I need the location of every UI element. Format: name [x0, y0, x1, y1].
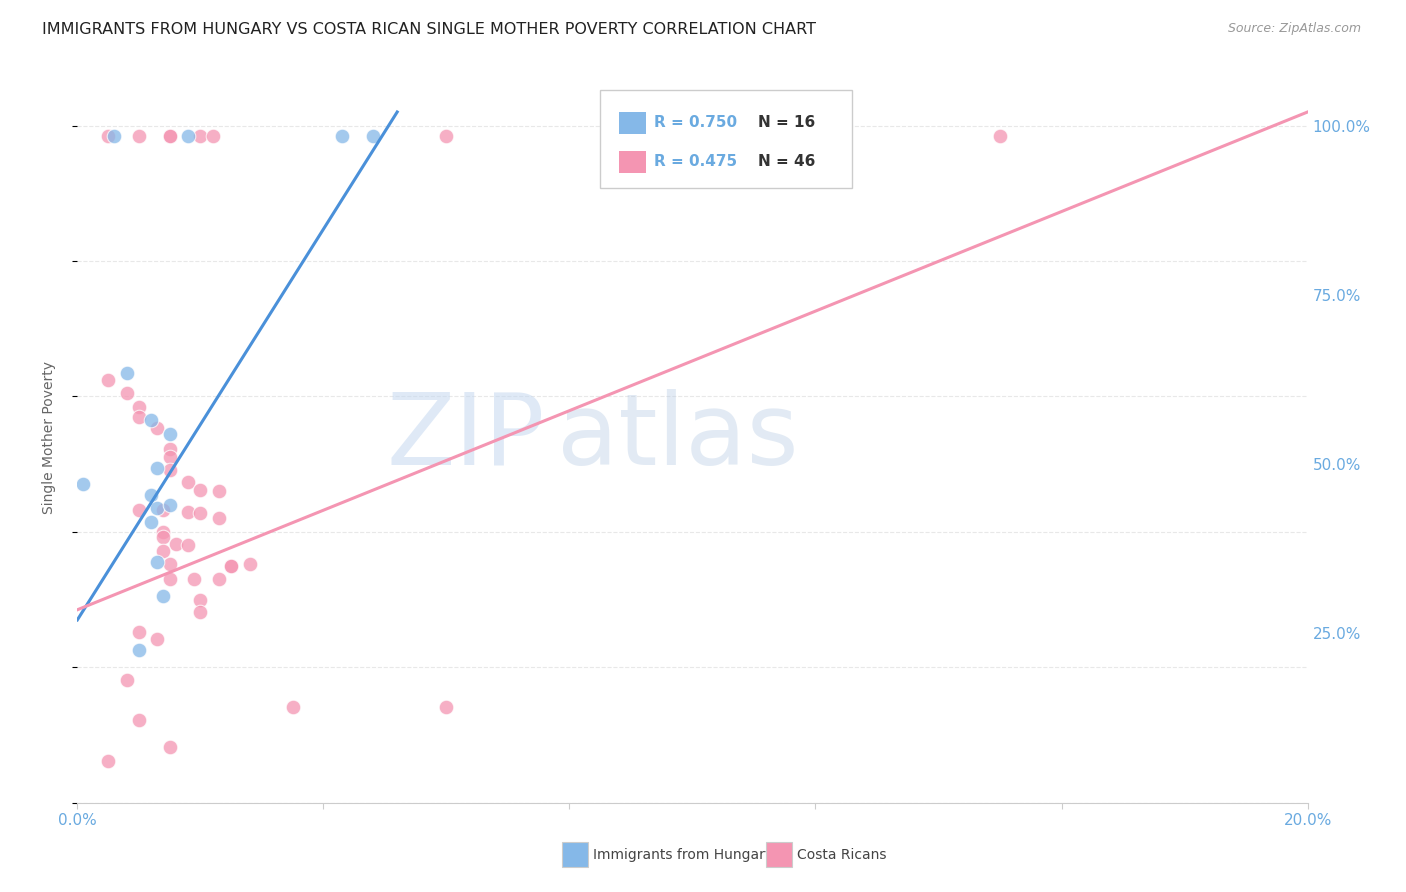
Point [152, 530, 174, 544]
Text: Costa Ricans: Costa Ricans [797, 847, 887, 862]
Point [146, 632, 169, 646]
Text: N = 16: N = 16 [758, 115, 815, 130]
Point [159, 442, 181, 457]
Point [128, 409, 150, 424]
Point [188, 506, 212, 520]
Point [177, 538, 200, 552]
Point [188, 605, 212, 619]
Point [152, 589, 174, 603]
Point [97, 128, 120, 143]
Point [115, 366, 138, 380]
Point [239, 558, 262, 572]
FancyBboxPatch shape [619, 151, 645, 173]
Point [146, 501, 169, 516]
Point [141, 515, 163, 529]
Point [159, 128, 181, 143]
Point [177, 128, 200, 143]
Point [72, 477, 94, 491]
Point [159, 450, 181, 465]
Point [97, 754, 120, 768]
Point [165, 537, 187, 551]
Point [159, 498, 181, 512]
Point [152, 503, 174, 517]
Text: ZIP: ZIP [387, 389, 546, 485]
Point [988, 128, 1011, 143]
Point [146, 555, 169, 569]
Point [103, 128, 125, 143]
Point [201, 128, 224, 143]
Point [177, 475, 200, 490]
Point [436, 128, 458, 143]
Point [219, 558, 242, 573]
Point [188, 592, 212, 607]
FancyBboxPatch shape [600, 90, 852, 188]
Point [183, 572, 205, 586]
Point [159, 462, 181, 476]
Point [159, 426, 181, 441]
Point [159, 128, 181, 143]
Point [97, 372, 120, 386]
Point [128, 400, 150, 414]
Text: R = 0.475: R = 0.475 [654, 153, 737, 169]
Point [208, 484, 231, 499]
Point [128, 503, 150, 517]
Point [128, 643, 150, 657]
Point [146, 460, 169, 475]
Text: N = 46: N = 46 [758, 153, 815, 169]
Point [281, 699, 304, 714]
Point [152, 544, 174, 558]
Text: Source: ZipAtlas.com: Source: ZipAtlas.com [1227, 22, 1361, 36]
Point [159, 572, 181, 586]
Text: R = 0.750: R = 0.750 [654, 115, 737, 130]
Point [208, 572, 231, 586]
Point [115, 673, 138, 687]
Point [208, 511, 231, 525]
Text: Immigrants from Hungary: Immigrants from Hungary [593, 847, 773, 862]
Point [152, 524, 174, 539]
Point [436, 699, 458, 714]
Point [115, 386, 138, 401]
Point [128, 713, 150, 727]
Point [159, 558, 181, 572]
Point [188, 483, 212, 497]
Point [146, 421, 169, 435]
FancyBboxPatch shape [619, 112, 645, 134]
Point [141, 488, 163, 502]
Y-axis label: Single Mother Poverty: Single Mother Poverty [42, 360, 56, 514]
Point [219, 558, 242, 573]
Point [159, 740, 181, 755]
Point [188, 128, 212, 143]
Point [361, 128, 384, 143]
Point [128, 128, 150, 143]
Point [330, 128, 353, 143]
Point [177, 505, 200, 519]
Point [141, 413, 163, 427]
Text: atlas: atlas [557, 389, 799, 485]
Point [128, 625, 150, 640]
Text: IMMIGRANTS FROM HUNGARY VS COSTA RICAN SINGLE MOTHER POVERTY CORRELATION CHART: IMMIGRANTS FROM HUNGARY VS COSTA RICAN S… [42, 22, 815, 37]
